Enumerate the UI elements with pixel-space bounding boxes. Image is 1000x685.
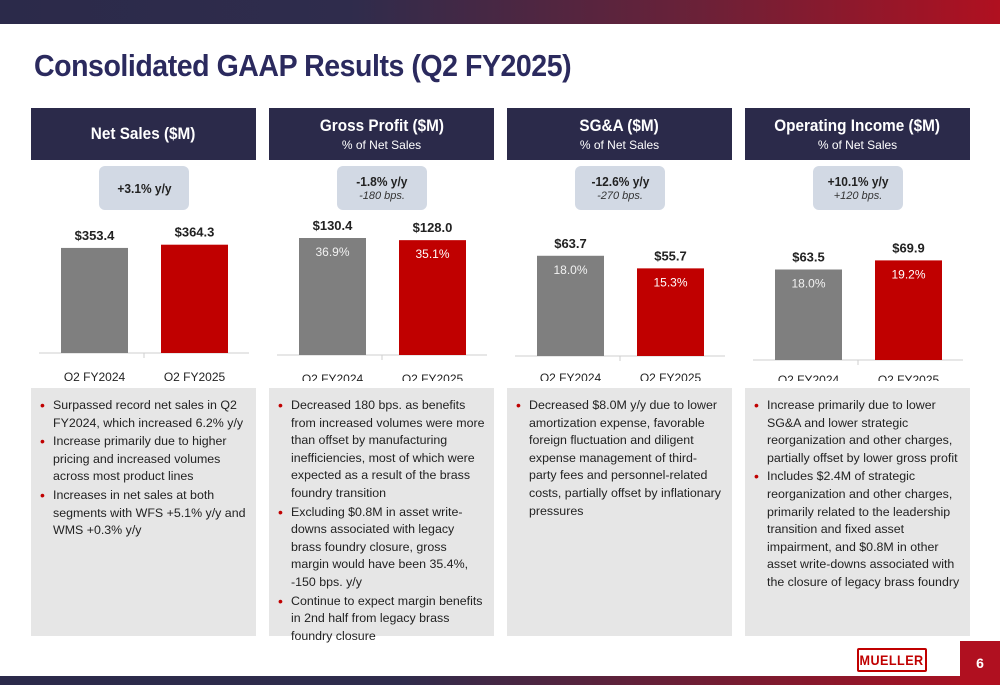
- bar: [875, 260, 942, 360]
- yoy-change: -12.6% y/y: [591, 174, 649, 189]
- panel-header-subtitle: % of Net Sales: [341, 138, 422, 152]
- operating-income-chart: $63.5 18.0% Q2 FY2024 $69.9 19.2% Q2 FY2025: [753, 240, 963, 381]
- bps-change: -180 bps.: [359, 190, 405, 202]
- note-item: Surpassed record net sales in Q2 FY2024,…: [39, 397, 248, 432]
- note-item: Increase primarily due to lower SG&A and…: [753, 397, 962, 467]
- bar-percent-label: 35.1%: [415, 247, 449, 261]
- x-tick-label: Q2 FY2025: [402, 372, 464, 381]
- bar-value-label: $55.7: [654, 248, 687, 263]
- panel-header: SG&A ($M) % of Net Sales: [507, 108, 732, 160]
- note-item: Decreased $8.0M y/y due to lower amortiz…: [515, 397, 724, 520]
- x-tick-label: Q2 FY2025: [640, 371, 702, 381]
- bar: [299, 238, 366, 355]
- x-tick-label: Q2 FY2025: [164, 370, 226, 381]
- panel-header-title: SG&A ($M): [579, 116, 660, 135]
- x-tick-label: Q2 FY2025: [878, 373, 940, 381]
- top-banner: [0, 0, 1000, 24]
- yoy-change: +10.1% y/y: [827, 174, 889, 189]
- panel-notes: Increase primarily due to lower SG&A and…: [745, 388, 970, 636]
- panel-notes: Decreased $8.0M y/y due to lower amortiz…: [507, 388, 732, 636]
- panel-header: Gross Profit ($M) % of Net Sales: [269, 108, 494, 160]
- bar: [399, 240, 466, 355]
- panel-notes: Surpassed record net sales in Q2 FY2024,…: [31, 388, 256, 636]
- yoy-badge: +3.1% y/y: [99, 166, 189, 210]
- sga-chart: $63.7 18.0% Q2 FY2024 $55.7 15.3% Q2 FY2025: [515, 236, 725, 381]
- yoy-badge: +10.1% y/y +120 bps.: [813, 166, 903, 210]
- panel-header-title: Gross Profit ($M): [319, 116, 444, 135]
- bar-value-label: $63.7: [554, 236, 587, 251]
- footer-bar: [0, 676, 1000, 685]
- yoy-change: +3.1% y/y: [116, 180, 172, 196]
- yoy-change: -1.8% y/y: [356, 174, 408, 189]
- panel-header-title: Net Sales ($M): [91, 124, 196, 143]
- bar-value-label: $128.0: [413, 220, 453, 235]
- logo-text: MUELLER: [859, 652, 925, 668]
- bps-change: +120 bps.: [833, 190, 883, 202]
- note-item: Includes $2.4M of strategic reorganizati…: [753, 468, 962, 591]
- bar-value-label: $353.4: [75, 228, 116, 243]
- note-item: Increase primarily due to higher pricing…: [39, 433, 248, 486]
- panel-header-subtitle: % of Net Sales: [579, 138, 660, 152]
- mueller-logo: MUELLER: [857, 648, 927, 672]
- panel-sga: SG&A ($M) % of Net Sales -12.6% y/y -270…: [507, 108, 732, 636]
- note-item: Excluding $0.8M in asset write-downs ass…: [277, 504, 486, 592]
- x-tick-label: Q2 FY2024: [778, 373, 840, 381]
- panel-net-sales: Net Sales ($M) +3.1% y/y $353.4 Q2 FY2024…: [31, 108, 256, 636]
- page-number: 6: [960, 641, 1000, 685]
- bar: [161, 244, 228, 353]
- bar-percent-label: 18.0%: [791, 277, 825, 291]
- bar: [537, 255, 604, 356]
- bar-percent-label: 19.2%: [891, 267, 925, 281]
- yoy-badge: -12.6% y/y -270 bps.: [575, 166, 665, 210]
- bar-value-label: $63.5: [792, 250, 825, 265]
- panel-header: Net Sales ($M): [31, 108, 256, 160]
- x-tick-label: Q2 FY2024: [64, 370, 126, 381]
- bar-value-label: $69.9: [892, 240, 925, 255]
- bar-percent-label: 15.3%: [653, 275, 687, 289]
- page-title: Consolidated GAAP Results (Q2 FY2025): [34, 48, 572, 83]
- bps-change: -270 bps.: [597, 190, 643, 202]
- note-item: Decreased 180 bps. as benefits from incr…: [277, 397, 486, 503]
- x-tick-label: Q2 FY2024: [302, 372, 364, 381]
- panel-header-subtitle: % of Net Sales: [817, 138, 898, 152]
- panel-gross-profit: Gross Profit ($M) % of Net Sales -1.8% y…: [269, 108, 494, 643]
- bar: [775, 269, 842, 360]
- bar-percent-label: 18.0%: [553, 263, 587, 277]
- note-item: Increases in net sales at both segments …: [39, 487, 248, 540]
- panel-header: Operating Income ($M) % of Net Sales: [745, 108, 970, 160]
- panel-notes: Decreased 180 bps. as benefits from incr…: [269, 388, 494, 643]
- x-tick-label: Q2 FY2024: [540, 371, 602, 381]
- gross-profit-chart: $130.4 36.9% Q2 FY2024 $128.0 35.1% Q2 FY2025: [277, 218, 487, 381]
- bar: [61, 247, 128, 353]
- bar: [637, 268, 704, 356]
- note-item: Continue to expect margin benefits in 2n…: [277, 593, 486, 646]
- net-sales-chart: $353.4 Q2 FY2024 $364.3 Q2 FY2025: [39, 225, 249, 381]
- yoy-badge: -1.8% y/y -180 bps.: [337, 166, 427, 210]
- bar-percent-label: 36.9%: [315, 245, 349, 259]
- panel-header-title: Operating Income ($M): [774, 116, 941, 135]
- bar-value-label: $130.4: [313, 218, 354, 233]
- bar-value-label: $364.3: [175, 225, 215, 240]
- panel-operating-income: Operating Income ($M) % of Net Sales +10…: [745, 108, 970, 636]
